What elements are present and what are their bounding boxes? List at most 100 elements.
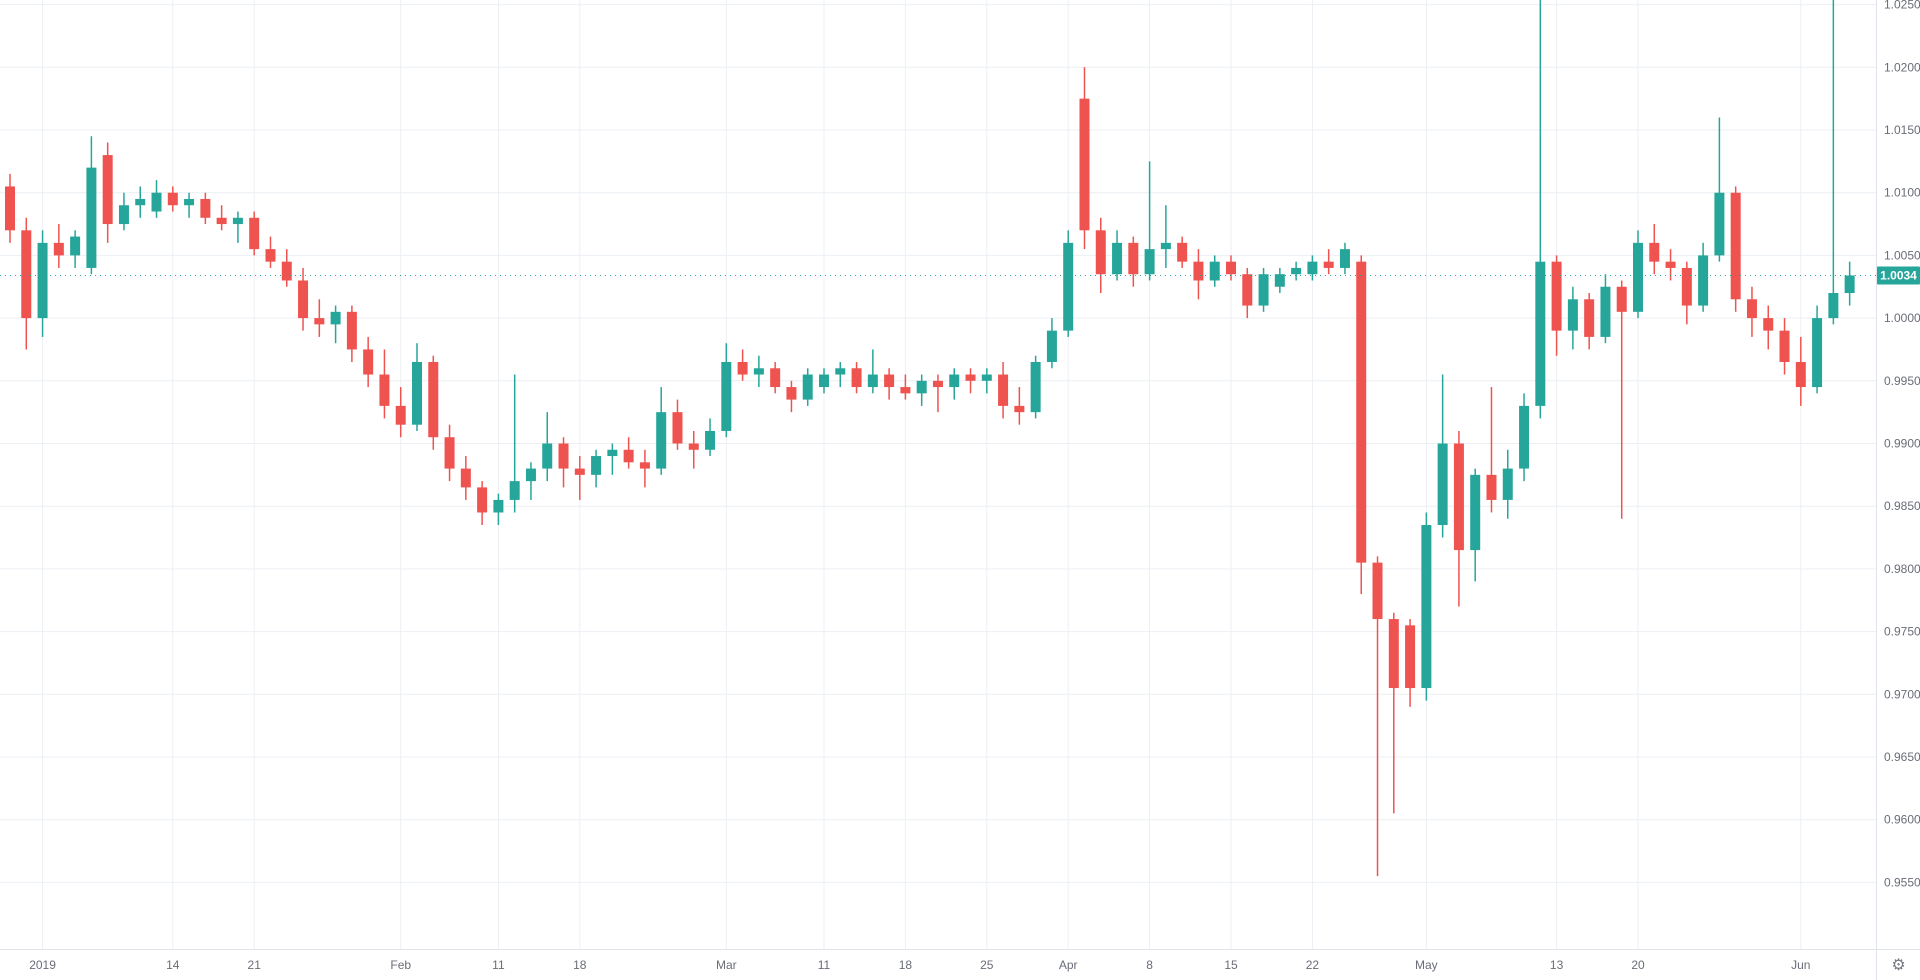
candle-body bbox=[574, 468, 585, 475]
candle-body bbox=[1616, 286, 1627, 312]
candle-body bbox=[884, 374, 895, 388]
candle-body bbox=[1519, 405, 1530, 469]
candle-body bbox=[1714, 192, 1725, 256]
x-axis-label: 22 bbox=[1306, 958, 1320, 972]
candle-body bbox=[1095, 230, 1106, 275]
candle-body bbox=[981, 374, 992, 381]
candle-body bbox=[1470, 474, 1481, 551]
candle-body bbox=[688, 443, 699, 450]
candle-body bbox=[509, 481, 520, 500]
y-axis-label: 0.9750 bbox=[1884, 625, 1920, 639]
y-axis-label: 1.0000 bbox=[1884, 311, 1920, 325]
candle-body bbox=[900, 387, 911, 394]
x-axis-label: Mar bbox=[716, 958, 737, 972]
candle-body bbox=[1779, 330, 1790, 362]
time-axis-settings-button[interactable]: ⚙ bbox=[1877, 949, 1920, 980]
candle-body bbox=[428, 361, 439, 438]
candle-body bbox=[1144, 249, 1155, 275]
candle-body bbox=[1388, 619, 1399, 689]
x-axis-label: 13 bbox=[1550, 958, 1564, 972]
candle-body bbox=[1209, 261, 1220, 281]
price-axis[interactable] bbox=[1877, 0, 1920, 949]
candle-body bbox=[102, 155, 113, 225]
candle-body bbox=[265, 249, 276, 262]
candle-body bbox=[395, 405, 406, 425]
candle-body bbox=[363, 349, 374, 375]
candle-body bbox=[1665, 261, 1676, 268]
candle-body bbox=[1502, 468, 1513, 500]
y-axis-label: 0.9650 bbox=[1884, 750, 1920, 764]
candle-body bbox=[753, 368, 764, 375]
candle-body bbox=[379, 374, 390, 406]
candle-body bbox=[1177, 242, 1188, 262]
candle-body bbox=[298, 280, 309, 319]
candle-body bbox=[1372, 562, 1383, 620]
y-axis-label: 0.9600 bbox=[1884, 813, 1920, 827]
time-axis[interactable] bbox=[0, 949, 1877, 980]
x-axis-label: 2019 bbox=[29, 958, 56, 972]
y-axis-label: 1.0250 bbox=[1884, 0, 1920, 12]
x-axis-label: 14 bbox=[166, 958, 180, 972]
x-axis-label: 11 bbox=[492, 958, 505, 972]
candle-body bbox=[835, 368, 846, 375]
x-axis-label: Apr bbox=[1059, 958, 1078, 972]
candle-body bbox=[1453, 443, 1464, 551]
candle-body bbox=[1844, 275, 1855, 294]
candle-body bbox=[1014, 405, 1025, 413]
candle-body bbox=[1274, 274, 1285, 287]
candle-body bbox=[477, 487, 488, 513]
candle-body bbox=[737, 361, 748, 375]
candle-body bbox=[1795, 361, 1806, 388]
candle-body bbox=[86, 167, 97, 268]
candle-body bbox=[281, 261, 292, 281]
candle-body bbox=[1486, 474, 1497, 500]
candle-body bbox=[1160, 242, 1171, 250]
candle-body bbox=[623, 449, 634, 463]
candle-body bbox=[1600, 286, 1611, 337]
candle-body bbox=[949, 374, 960, 388]
candle-body bbox=[1421, 525, 1432, 689]
x-axis-label: 20 bbox=[1631, 958, 1645, 972]
candle-body bbox=[1535, 261, 1546, 406]
candle-body bbox=[932, 380, 943, 388]
candle-body bbox=[1128, 242, 1139, 275]
candle-body bbox=[802, 374, 813, 400]
candle-body bbox=[1633, 242, 1643, 312]
candle-body bbox=[1356, 261, 1367, 563]
candle-body bbox=[444, 437, 455, 469]
candle-body bbox=[965, 374, 976, 381]
x-axis-label: 15 bbox=[1224, 958, 1238, 972]
candle-body bbox=[1193, 261, 1204, 281]
y-axis-label: 1.0150 bbox=[1884, 123, 1920, 137]
x-axis-label: 11 bbox=[818, 958, 831, 972]
y-axis-label: 1.0100 bbox=[1884, 186, 1920, 200]
candle-body bbox=[314, 318, 325, 325]
candle-body bbox=[1551, 261, 1562, 331]
candle-body bbox=[1079, 98, 1090, 231]
candle-body bbox=[53, 242, 64, 256]
candle-body bbox=[770, 368, 781, 388]
candle-body bbox=[558, 443, 569, 469]
candle-body bbox=[867, 374, 878, 388]
x-axis-label: Jun bbox=[1791, 958, 1810, 972]
candle-body bbox=[21, 230, 32, 319]
candle-body bbox=[1046, 330, 1057, 362]
candle-body bbox=[851, 368, 862, 388]
candle-body bbox=[1746, 299, 1757, 319]
candle-body bbox=[672, 412, 683, 444]
candle-body bbox=[705, 430, 716, 450]
candle-body bbox=[1649, 242, 1660, 262]
candle-body bbox=[1063, 242, 1074, 331]
candle-body bbox=[1437, 443, 1448, 526]
x-axis-label: 25 bbox=[980, 958, 994, 972]
candle-body bbox=[200, 198, 211, 218]
candle-body bbox=[460, 468, 471, 488]
candle-body bbox=[135, 198, 146, 206]
candle-body bbox=[118, 205, 129, 225]
x-axis-label: 21 bbox=[248, 958, 262, 972]
candle-body bbox=[1405, 625, 1416, 689]
candle-body bbox=[346, 311, 357, 350]
candle-body bbox=[1584, 299, 1595, 337]
candle-body bbox=[1112, 242, 1123, 275]
